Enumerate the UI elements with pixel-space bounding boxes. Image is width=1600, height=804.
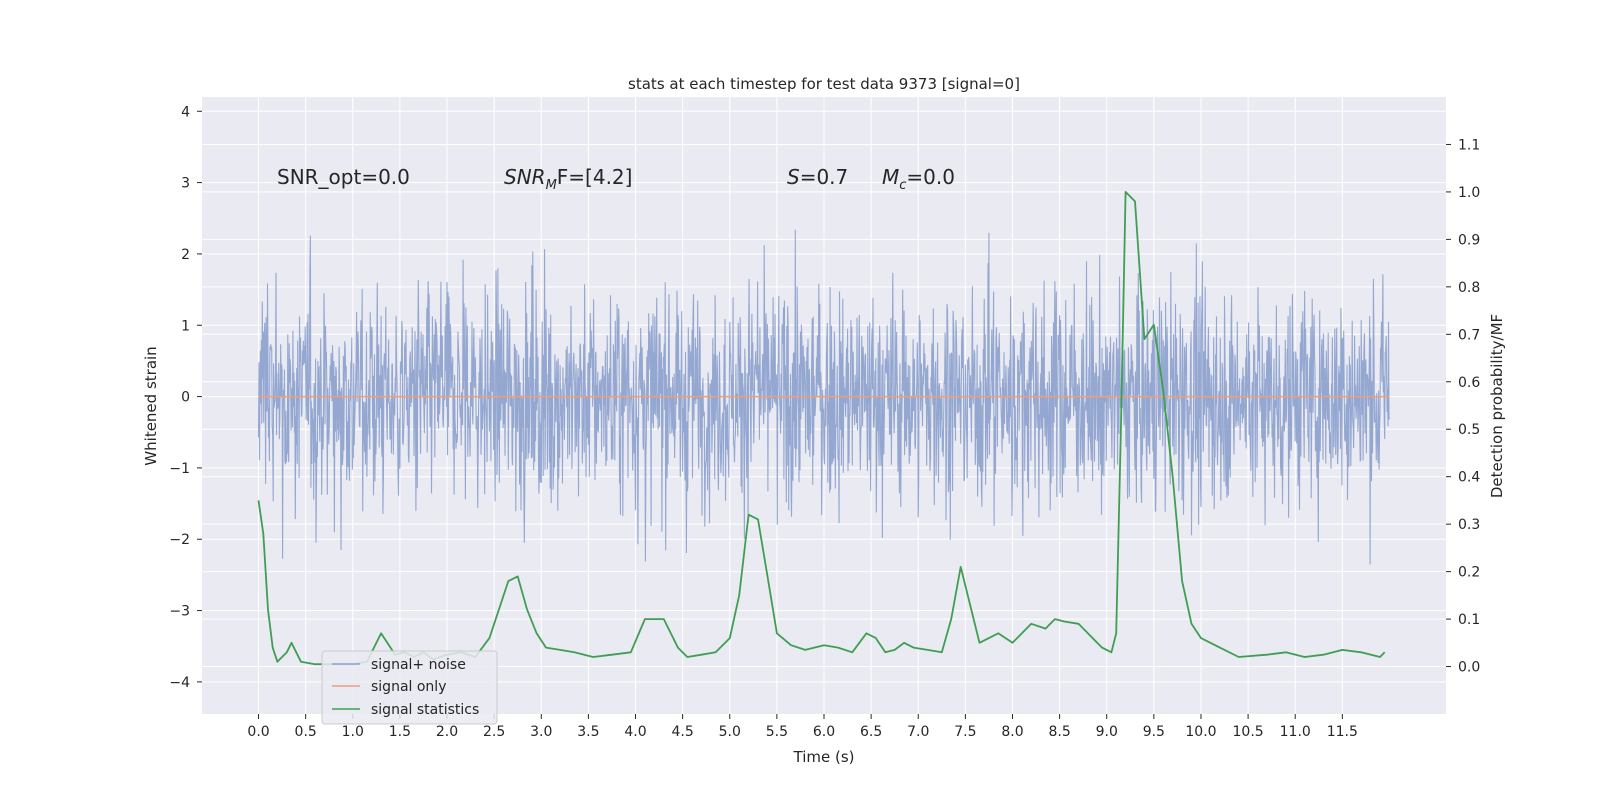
- x-tick-label: 10.5: [1233, 724, 1264, 740]
- y-tick-label: −4: [169, 675, 190, 691]
- annotation-snr-mf-base: SNR: [504, 165, 546, 189]
- x-tick-label: 9.5: [1143, 724, 1165, 740]
- chart-title: stats at each timestep for test data 937…: [628, 75, 1020, 93]
- x-tick-label: 8.5: [1048, 724, 1070, 740]
- y2-tick-label: 0.0: [1458, 660, 1480, 676]
- legend-box: [321, 650, 498, 725]
- annotation-mc-val: =0.0: [906, 165, 955, 189]
- annotation-snr-mf-rest: F=[4.2]: [557, 165, 633, 189]
- x-tick-label: 4.5: [672, 724, 694, 740]
- y-tick-label: −3: [169, 604, 190, 620]
- y2-tick-label: 0.7: [1458, 327, 1480, 343]
- annotation-snr-opt: SNR_opt=0.0: [277, 165, 410, 189]
- x-tick-label: 2.5: [483, 724, 505, 740]
- y2-axis-label: Detection probability/MF: [1488, 314, 1506, 498]
- y-axis-ticks: 4 3 2 1 0 −1 −2 −3 −4: [169, 104, 202, 691]
- annotation-s-val: =0.7: [800, 165, 849, 189]
- x-tick-label: 2.0: [436, 724, 458, 740]
- legend-label-signal-only: signal only: [371, 679, 446, 695]
- y2-tick-label: 0.3: [1458, 517, 1480, 533]
- x-tick-label: 0.5: [295, 724, 317, 740]
- annotation-s-var: S: [787, 165, 800, 189]
- y2-tick-label: 0.9: [1458, 232, 1480, 248]
- x-tick-label: 6.5: [860, 724, 882, 740]
- y-tick-label: 0: [181, 390, 190, 406]
- annotation-snr-mf: SNRMF=[4.2]: [504, 165, 632, 193]
- y-tick-label: 1: [181, 318, 190, 334]
- annotation-snr-mf-sub: M: [546, 178, 557, 193]
- y-tick-label: −1: [169, 461, 190, 477]
- legend-label-signal-noise: signal+ noise: [371, 657, 466, 673]
- x-tick-label: 1.5: [389, 724, 411, 740]
- y2-tick-label: 0.6: [1458, 375, 1480, 391]
- y-tick-label: 3: [181, 176, 190, 192]
- x-tick-label: 7.5: [954, 724, 976, 740]
- x-tick-label: 9.0: [1096, 724, 1118, 740]
- annotation-mc-sub: c: [899, 178, 906, 193]
- x-tick-label: 8.0: [1001, 724, 1023, 740]
- y2-tick-label: 0.5: [1458, 422, 1480, 438]
- x-tick-label: 11.0: [1280, 724, 1311, 740]
- y-axis-label: Whitened strain: [142, 346, 160, 465]
- y-tick-label: 4: [181, 104, 190, 120]
- annotation-s: S=0.7: [787, 165, 848, 189]
- y2-axis-ticks: 1.1 1.0 0.9 0.8 0.7 0.6 0.5 0.4 0.3 0.2 0.1 0.0: [1446, 137, 1480, 676]
- y-tick-label: 2: [181, 247, 190, 263]
- x-tick-label: 1.0: [342, 724, 364, 740]
- x-tick-label: 5.5: [766, 724, 788, 740]
- legend-label-signal-statistics: signal statistics: [371, 702, 479, 718]
- x-axis-ticks: 0.0 0.5 1.0 1.5 2.0 2.5 3.0 3.5 4.0 4.5 5.0 5.5 6.0 6…: [247, 714, 1358, 740]
- signal-noise-line: [257, 229, 1391, 565]
- x-tick-label: 7.0: [907, 724, 929, 740]
- x-tick-label: 4.0: [624, 724, 646, 740]
- x-tick-label: 3.0: [530, 724, 552, 740]
- y2-tick-label: 1.0: [1458, 185, 1480, 201]
- x-tick-label: 0.0: [247, 724, 269, 740]
- y2-tick-label: 0.1: [1458, 612, 1480, 628]
- y2-tick-label: 1.1: [1458, 137, 1480, 153]
- annotation-mc: Mc=0.0: [882, 165, 955, 193]
- y2-tick-label: 0.4: [1458, 470, 1480, 486]
- y-tick-label: −2: [169, 532, 190, 548]
- signal-noise-series: [257, 229, 1391, 565]
- x-axis-label: Time (s): [793, 748, 855, 766]
- annotation-mc-base: M: [882, 165, 899, 189]
- x-tick-label: 6.0: [813, 724, 835, 740]
- x-tick-label: 11.5: [1327, 724, 1358, 740]
- y2-tick-label: 0.8: [1458, 280, 1480, 296]
- x-tick-label: 5.0: [719, 724, 741, 740]
- x-tick-label: 3.5: [577, 724, 599, 740]
- y2-tick-label: 0.2: [1458, 565, 1480, 581]
- legend: signal+ noise signal only signal statist…: [321, 650, 498, 725]
- x-tick-label: 10.0: [1185, 724, 1216, 740]
